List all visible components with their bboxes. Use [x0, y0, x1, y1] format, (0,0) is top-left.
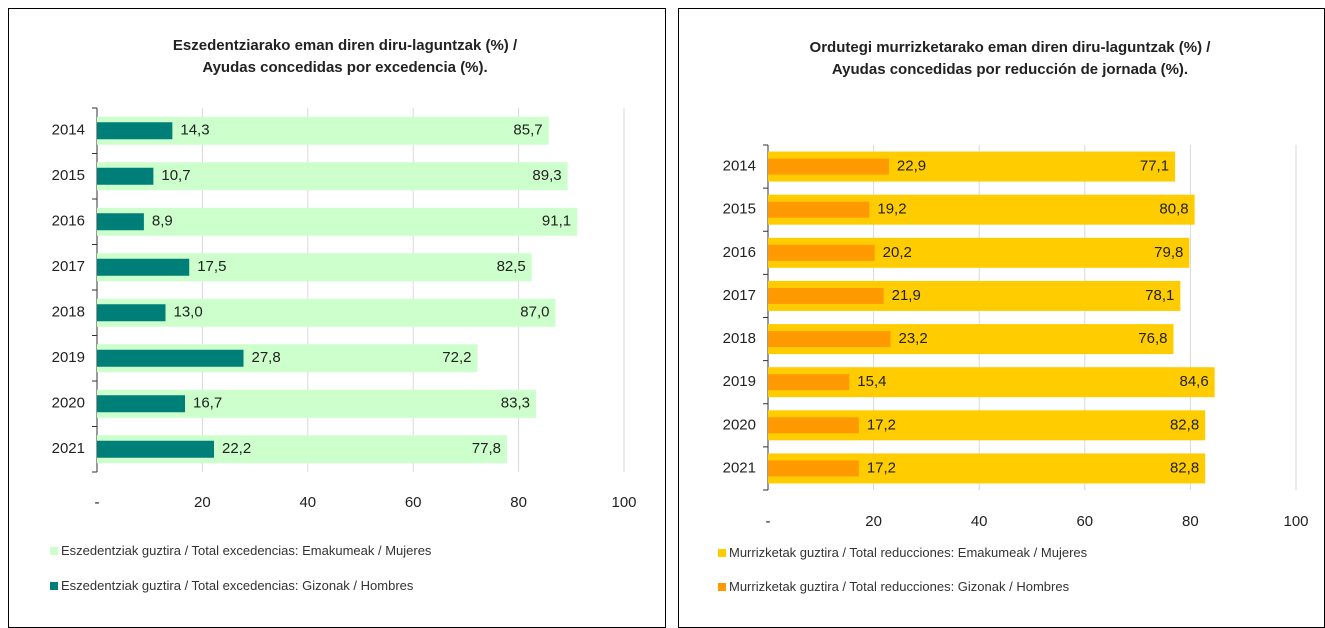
data-label: 20,2	[883, 244, 912, 261]
y-tick-label: 2018	[52, 304, 85, 321]
legend-swatch	[718, 583, 726, 591]
bar	[97, 162, 568, 191]
data-label: 72,2	[442, 349, 471, 366]
x-tick-label: 60	[405, 494, 422, 511]
data-label: 76,8	[1138, 330, 1167, 347]
bar	[97, 258, 190, 276]
data-label: 15,4	[857, 373, 886, 390]
data-label: 13,0	[174, 304, 203, 321]
y-tick-label: 2019	[723, 373, 756, 390]
legend-label: Murrizketak guztira / Total reducciones:…	[729, 579, 1070, 594]
bar	[97, 304, 166, 322]
data-label: 10,7	[161, 167, 190, 184]
bar	[768, 417, 859, 434]
chart-title: Eszedentziarako eman diren diru-laguntza…	[172, 37, 518, 76]
x-tick-label: 80	[1182, 513, 1199, 530]
data-label: 84,6	[1179, 373, 1208, 390]
data-label: 77,1	[1140, 158, 1169, 175]
x-tick-label: -	[766, 513, 771, 530]
x-tick-label: 80	[510, 494, 527, 511]
chart-title: Ordutegi murrizketarako eman diren diru-…	[809, 39, 1211, 78]
bar	[97, 440, 214, 458]
x-tick-label: 100	[611, 494, 636, 511]
legend-label: Murrizketak guztira / Total reducciones:…	[729, 545, 1088, 560]
x-tick-label: 100	[1283, 513, 1308, 530]
data-label: 21,9	[892, 287, 921, 304]
data-label: 89,3	[532, 167, 561, 184]
y-tick-label: 2018	[723, 330, 756, 347]
data-label: 23,2	[898, 330, 927, 347]
bar	[97, 213, 144, 231]
y-tick-label: 2017	[723, 287, 756, 304]
y-tick-label: 2019	[52, 349, 85, 366]
legend-swatch	[50, 547, 58, 555]
data-label: 17,2	[867, 459, 896, 476]
legend-label: Eszedentziak guztira / Total excedencias…	[61, 543, 432, 558]
x-tick-label: 20	[865, 513, 882, 530]
x-tick-label: 40	[971, 513, 988, 530]
data-label: 82,8	[1170, 416, 1199, 433]
legend-entry: Murrizketak guztira / Total reducciones:…	[718, 545, 1087, 560]
bar	[97, 395, 186, 413]
bar	[768, 460, 859, 477]
y-tick-label: 2020	[723, 416, 756, 433]
legend-swatch	[718, 549, 726, 557]
bar	[768, 201, 870, 218]
data-label: 16,7	[193, 395, 222, 412]
legend-entry: Eszedentziak guztira / Total excedencias…	[50, 578, 413, 593]
y-tick-label: 2015	[52, 167, 85, 184]
bar	[768, 287, 884, 304]
bar	[97, 349, 244, 367]
panel	[678, 8, 1325, 628]
data-label: 22,9	[897, 158, 926, 175]
x-tick-label: 40	[299, 494, 316, 511]
data-label: 14,3	[180, 122, 209, 139]
data-label: 22,2	[222, 440, 251, 457]
y-tick-label: 2020	[52, 395, 85, 412]
y-tick-label: 2021	[723, 459, 756, 476]
x-tick-label: -	[95, 494, 100, 511]
y-tick-label: 2021	[52, 440, 85, 457]
data-label: 82,8	[1170, 459, 1199, 476]
data-label: 19,2	[877, 201, 906, 218]
data-label: 79,8	[1154, 244, 1183, 261]
legend-entry: Murrizketak guztira / Total reducciones:…	[718, 579, 1069, 594]
data-label: 82,5	[497, 258, 526, 275]
bar	[768, 158, 889, 175]
data-label: 80,8	[1159, 201, 1188, 218]
data-label: 83,3	[501, 395, 530, 412]
bar	[97, 122, 173, 140]
y-tick-label: 2014	[723, 158, 756, 175]
bar	[97, 167, 154, 185]
data-label: 85,7	[513, 122, 542, 139]
data-label: 8,9	[152, 213, 173, 230]
data-label: 27,8	[252, 349, 281, 366]
data-label: 78,1	[1145, 287, 1174, 304]
x-tick-label: 60	[1076, 513, 1093, 530]
y-tick-label: 2017	[52, 258, 85, 275]
legend-label: Eszedentziak guztira / Total excedencias…	[61, 578, 414, 593]
bar	[97, 207, 578, 236]
data-label: 91,1	[542, 213, 571, 230]
data-label: 77,8	[472, 440, 501, 457]
bar	[768, 331, 891, 348]
y-tick-label: 2016	[52, 213, 85, 230]
y-tick-label: 2016	[723, 244, 756, 261]
data-label: 17,5	[197, 258, 226, 275]
y-tick-label: 2014	[52, 122, 85, 139]
x-tick-label: 20	[194, 494, 211, 511]
bar	[768, 374, 850, 391]
bar	[97, 298, 556, 327]
data-label: 17,2	[867, 416, 896, 433]
legend-swatch	[50, 582, 58, 590]
y-tick-label: 2015	[723, 201, 756, 218]
data-label: 87,0	[520, 304, 549, 321]
bar	[768, 244, 875, 261]
legend-entry: Eszedentziak guztira / Total excedencias…	[50, 543, 431, 558]
